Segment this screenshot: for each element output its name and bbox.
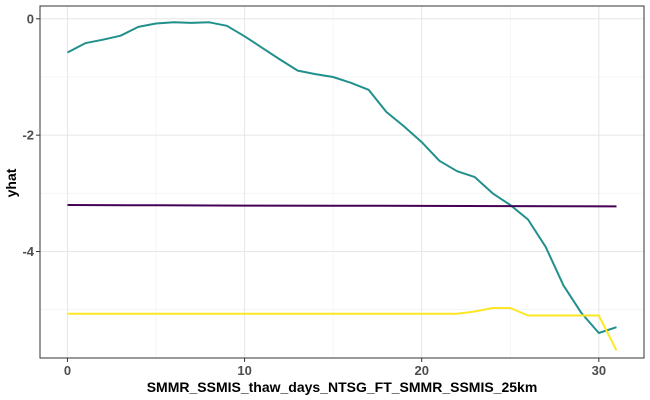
axes: 0 10 20 30 0 -2 -4	[22, 11, 606, 378]
x-tick-label: 10	[237, 363, 251, 378]
series-line-1	[67, 21, 617, 334]
panel-border	[39, 5, 645, 359]
y-tick-label: 0	[27, 11, 34, 26]
y-axis-title: yhat	[3, 168, 19, 197]
y-tick-label: -4	[22, 244, 34, 259]
series-line-2	[67, 204, 617, 208]
series-line-3	[67, 307, 618, 351]
x-axis-title: SMMR_SSMIS_thaw_days_NTSG_FT_SMMR_SSMIS_…	[147, 379, 538, 395]
grid	[40, 6, 644, 358]
series-layer	[67, 21, 618, 351]
y-tick-label: -2	[22, 128, 34, 143]
x-tick-label: 30	[592, 363, 606, 378]
x-tick-label: 0	[64, 363, 71, 378]
x-tick-label: 20	[414, 363, 428, 378]
